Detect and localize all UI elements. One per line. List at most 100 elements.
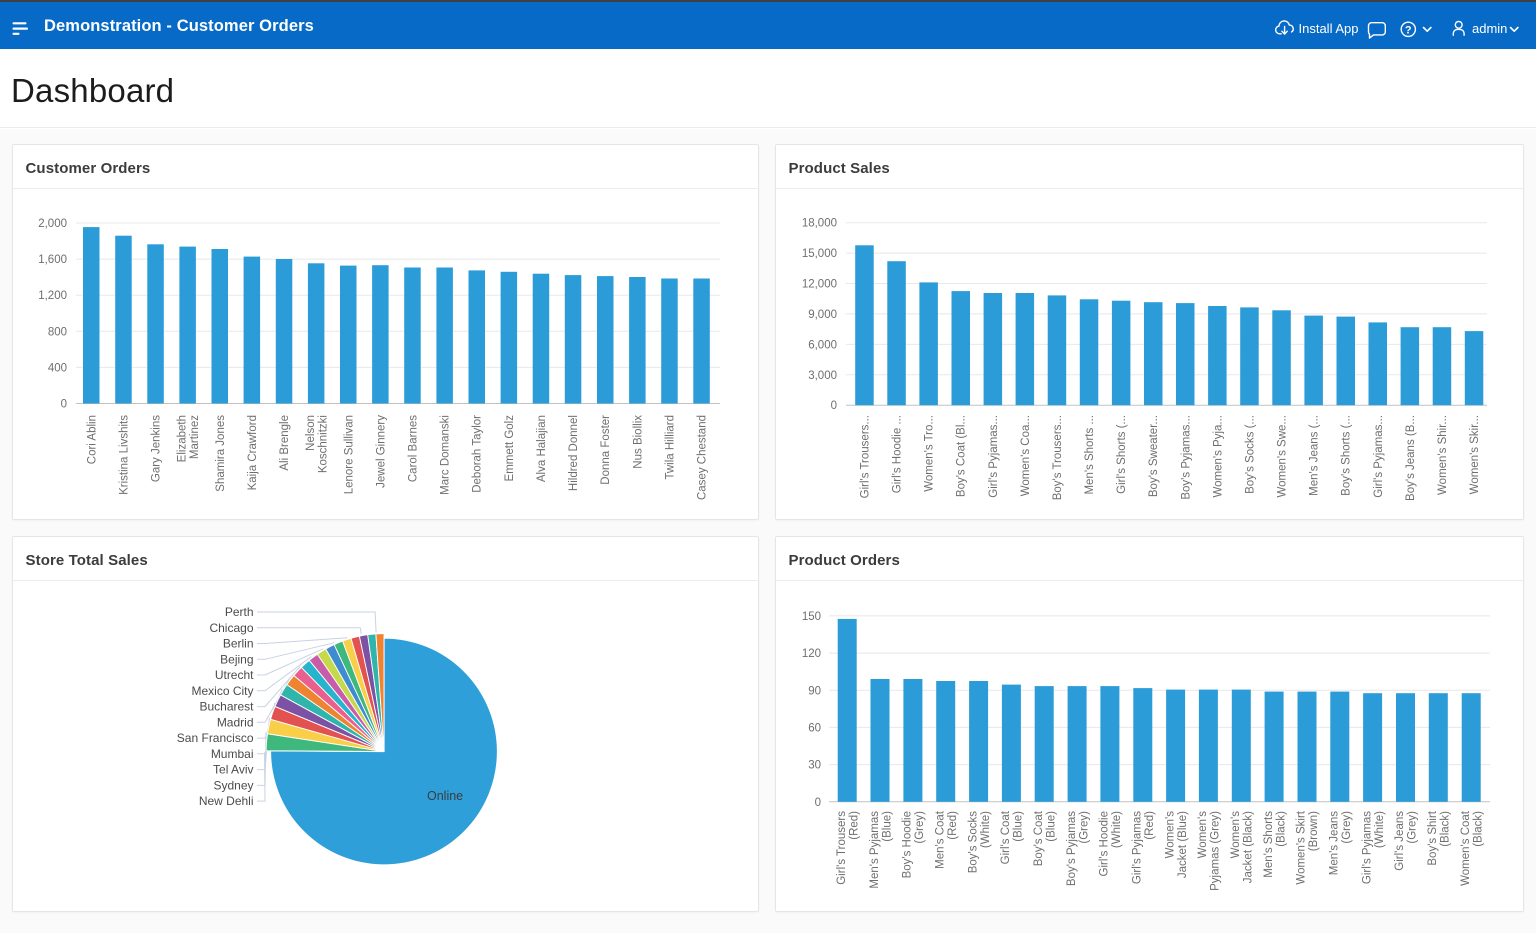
svg-text:1,600: 1,600 xyxy=(38,254,67,266)
svg-text:Casey Chestand: Casey Chestand xyxy=(697,415,709,500)
svg-text:Nus Biollix: Nus Biollix xyxy=(632,415,644,469)
svg-text:Mexico City: Mexico City xyxy=(191,684,253,698)
svg-text:San Francisco: San Francisco xyxy=(177,731,254,745)
svg-text:(Grey): (Grey) xyxy=(1341,811,1353,844)
svg-text:Women's Skirt: Women's Skirt xyxy=(1296,810,1308,884)
svg-text:(Black): (Black) xyxy=(1440,811,1452,847)
svg-text:(Red): (Red) xyxy=(849,811,861,840)
svg-text:6,000: 6,000 xyxy=(808,339,837,351)
svg-text:(Red): (Red) xyxy=(947,811,959,840)
svg-text:Women's Tro...: Women's Tro... xyxy=(924,415,936,492)
svg-text:(Grey): (Grey) xyxy=(1407,811,1419,844)
svg-text:(White): (White) xyxy=(1374,811,1386,848)
svg-text:3,000: 3,000 xyxy=(808,370,837,382)
svg-text:Women's Swe...: Women's Swe... xyxy=(1277,415,1289,498)
svg-text:Girl's Hoodie: Girl's Hoodie xyxy=(1099,811,1111,876)
svg-text:Girl's Pyjamas: Girl's Pyjamas xyxy=(1132,811,1144,884)
svg-text:(White): (White) xyxy=(980,811,992,848)
svg-text:admin: admin xyxy=(1472,21,1507,36)
svg-text:Madrid: Madrid xyxy=(217,715,254,729)
svg-text:Women's: Women's xyxy=(1230,811,1242,859)
svg-text:0: 0 xyxy=(61,399,67,411)
svg-text:Boy's Shirt: Boy's Shirt xyxy=(1427,810,1439,865)
svg-text:Boy's Pyjamas...: Boy's Pyjamas... xyxy=(1180,415,1192,500)
svg-text:(Blue): (Blue) xyxy=(881,811,893,842)
svg-text:Chicago: Chicago xyxy=(209,621,253,635)
svg-text:Marc Domanski: Marc Domanski xyxy=(440,415,452,495)
svg-text:Girl's Coat: Girl's Coat xyxy=(1000,810,1012,864)
svg-text:Lenore Sullivan: Lenore Sullivan xyxy=(343,415,355,494)
svg-text:Alva Halajian: Alva Halajian xyxy=(536,415,548,482)
svg-text:Hildred Donnel: Hildred Donnel xyxy=(568,415,580,491)
svg-text:Tel Aviv: Tel Aviv xyxy=(213,763,253,777)
svg-text:Emmett Golz: Emmett Golz xyxy=(504,415,516,482)
svg-text:Women's Coa...: Women's Coa... xyxy=(1020,415,1032,496)
svg-text:Kristina Livshits: Kristina Livshits xyxy=(118,415,130,495)
svg-text:400: 400 xyxy=(48,362,67,374)
svg-text:(Brown): (Brown) xyxy=(1308,811,1320,851)
svg-text:Women's Skir...: Women's Skir... xyxy=(1469,415,1481,494)
svg-text:Girl's Hoodie ...: Girl's Hoodie ... xyxy=(892,415,904,493)
svg-text:2,000: 2,000 xyxy=(38,218,67,230)
svg-text:Boy's Hoodie: Boy's Hoodie xyxy=(902,811,914,878)
svg-text:Girl's Pyjamas...: Girl's Pyjamas... xyxy=(988,415,1000,498)
svg-text:(White): (White) xyxy=(1111,811,1123,848)
svg-text:Men's Shorts ...: Men's Shorts ... xyxy=(1084,415,1096,495)
svg-text:Elizabeth: Elizabeth xyxy=(176,415,188,462)
svg-text:Girl's Trousers: Girl's Trousers xyxy=(836,811,848,885)
svg-text:Utrecht: Utrecht xyxy=(215,668,254,682)
svg-text:Women's: Women's xyxy=(1164,811,1176,859)
svg-text:Bucharest: Bucharest xyxy=(199,700,254,714)
svg-text:150: 150 xyxy=(802,611,821,623)
svg-text:Jacket (Blue): Jacket (Blue) xyxy=(1177,811,1189,878)
svg-text:Girl's Trousers...: Girl's Trousers... xyxy=(860,415,872,498)
svg-text:90: 90 xyxy=(808,685,821,697)
svg-text:Berlin: Berlin xyxy=(223,637,254,651)
svg-text:Shamira Jones: Shamira Jones xyxy=(215,415,227,492)
svg-text:30: 30 xyxy=(808,760,821,772)
svg-text:(Blue): (Blue) xyxy=(1013,811,1025,842)
svg-text:Jewel Ginnery: Jewel Ginnery xyxy=(375,415,387,488)
svg-text:Perth: Perth xyxy=(225,605,254,619)
svg-text:120: 120 xyxy=(802,648,821,660)
svg-text:Cori Ablin: Cori Ablin xyxy=(86,415,98,464)
svg-text:(Blue): (Blue) xyxy=(1046,811,1058,842)
svg-text:Men's Coat: Men's Coat xyxy=(935,810,947,869)
svg-text:?: ? xyxy=(1405,25,1412,37)
svg-text:Martinez: Martinez xyxy=(189,415,201,459)
svg-text:Boy's Jeans (B...: Boy's Jeans (B... xyxy=(1405,415,1417,501)
svg-text:Men's Jeans: Men's Jeans xyxy=(1329,811,1341,875)
svg-text:Women's Shir...: Women's Shir... xyxy=(1437,415,1449,495)
svg-text:18,000: 18,000 xyxy=(802,218,837,230)
svg-text:Women's Coat: Women's Coat xyxy=(1460,810,1472,886)
svg-text:Deborah Taylor: Deborah Taylor xyxy=(472,415,484,493)
svg-text:(Grey): (Grey) xyxy=(914,811,926,844)
svg-text:Girl's Pyjamas...: Girl's Pyjamas... xyxy=(1373,415,1385,498)
svg-text:Men's Shorts: Men's Shorts xyxy=(1263,811,1275,878)
svg-text:(Black): (Black) xyxy=(1275,811,1287,847)
svg-text:Boy's Socks: Boy's Socks xyxy=(967,811,979,874)
svg-text:60: 60 xyxy=(808,722,821,734)
svg-text:Women's Pyja...: Women's Pyja... xyxy=(1212,415,1224,498)
svg-text:Boy's Shorts (...: Boy's Shorts (... xyxy=(1341,415,1353,496)
svg-text:0: 0 xyxy=(831,400,837,412)
svg-text:Boy's Sweater...: Boy's Sweater... xyxy=(1148,415,1160,497)
svg-text:Boy's Pyjamas: Boy's Pyjamas xyxy=(1066,811,1078,886)
svg-text:Boy's Trousers...: Boy's Trousers... xyxy=(1052,415,1064,500)
svg-text:Boy's Socks (...: Boy's Socks (... xyxy=(1245,415,1257,494)
svg-text:Girl's Shorts (...: Girl's Shorts (... xyxy=(1116,415,1128,494)
svg-text:0: 0 xyxy=(815,797,821,809)
svg-text:(Grey): (Grey) xyxy=(1078,811,1090,844)
svg-text:Girl's Pyjamas: Girl's Pyjamas xyxy=(1361,811,1373,884)
svg-text:12,000: 12,000 xyxy=(802,279,837,291)
svg-text:Mumbai: Mumbai xyxy=(211,747,254,761)
svg-text:Gary Jenkins: Gary Jenkins xyxy=(151,415,163,482)
svg-text:Kaija Crawford: Kaija Crawford xyxy=(247,415,259,490)
svg-text:15,000: 15,000 xyxy=(802,248,837,260)
svg-text:Girl's Jeans: Girl's Jeans xyxy=(1394,811,1406,871)
svg-text:800: 800 xyxy=(48,326,67,338)
svg-text:New Dehli: New Dehli xyxy=(199,794,254,808)
svg-text:Men's Pyjamas: Men's Pyjamas xyxy=(869,811,881,889)
svg-text:Install App: Install App xyxy=(1299,21,1359,36)
svg-text:Ali Brengle: Ali Brengle xyxy=(279,415,291,471)
